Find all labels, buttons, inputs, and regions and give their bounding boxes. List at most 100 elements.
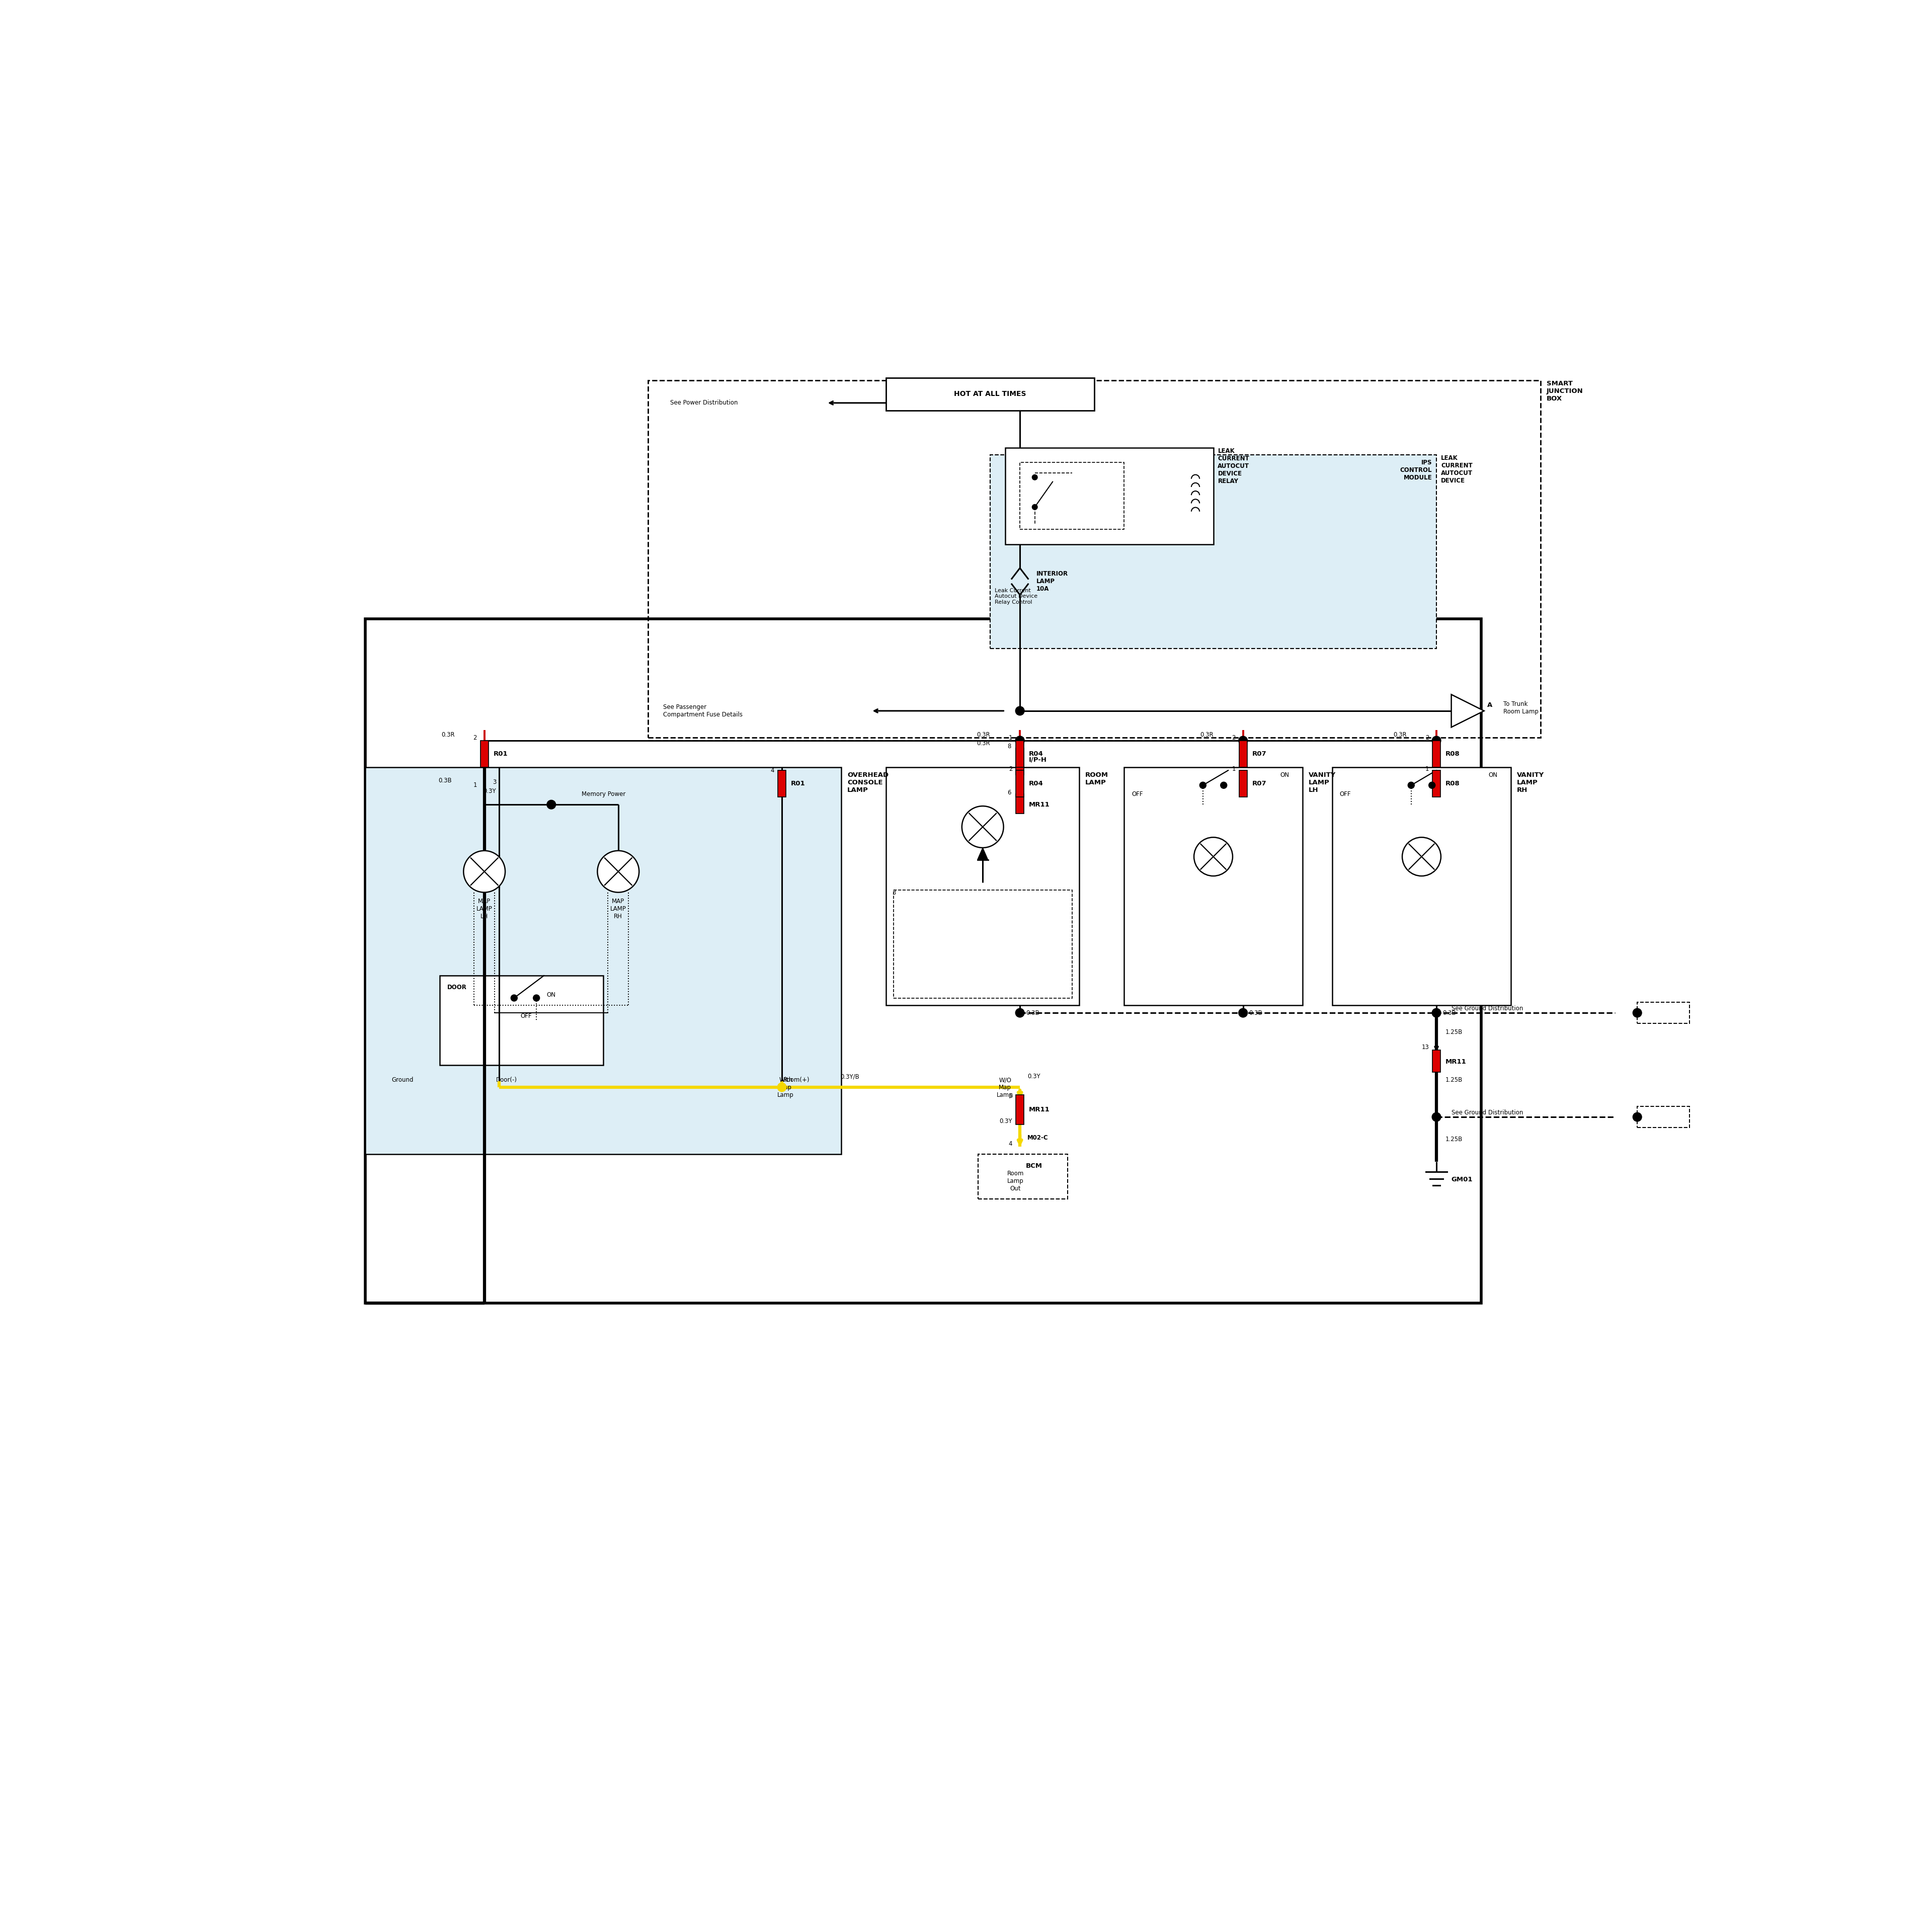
Circle shape (1194, 837, 1233, 875)
Bar (887, 377, 1094, 410)
Text: 8: 8 (1007, 744, 1010, 750)
Circle shape (1032, 504, 1037, 510)
Text: OVERHEAD
CONSOLE
LAMP: OVERHEAD CONSOLE LAMP (848, 773, 889, 794)
Bar (1016, 771, 1024, 798)
Text: 0.3B: 0.3B (1026, 1010, 1039, 1016)
Text: 3: 3 (893, 889, 896, 896)
Circle shape (1428, 782, 1435, 788)
Bar (989, 456, 1435, 649)
Circle shape (1432, 1113, 1441, 1121)
Bar (1016, 794, 1024, 813)
Text: UME: UME (1656, 1113, 1669, 1121)
Text: ON: ON (1281, 771, 1289, 779)
Text: MAP
LAMP
RH: MAP LAMP RH (611, 898, 626, 920)
Text: 0.3R: 0.3R (978, 732, 989, 738)
Text: 0.3R: 0.3R (440, 732, 454, 738)
Text: See Ground Distribution: See Ground Distribution (1451, 1109, 1522, 1117)
Text: 5: 5 (1009, 1094, 1012, 1099)
Text: To Trunk
Room Lamp: To Trunk Room Lamp (1503, 701, 1538, 715)
Circle shape (1238, 736, 1248, 746)
Text: 0.3Y: 0.3Y (1028, 1074, 1039, 1080)
Text: 2: 2 (1426, 734, 1430, 740)
Text: BCM: BCM (1026, 1163, 1043, 1169)
Text: MAP
LAMP
LH: MAP LAMP LH (477, 898, 493, 920)
Bar (481, 740, 489, 767)
Text: R01: R01 (493, 752, 508, 757)
Circle shape (962, 806, 1003, 848)
Circle shape (1016, 398, 1024, 408)
Bar (365, 767, 842, 1153)
Circle shape (1016, 736, 1024, 746)
Circle shape (597, 850, 639, 893)
Text: 0.3B: 0.3B (1248, 1010, 1262, 1016)
Text: OFF: OFF (520, 1012, 531, 1018)
Circle shape (1238, 1009, 1248, 1018)
Circle shape (464, 850, 504, 893)
Circle shape (1032, 475, 1037, 479)
Text: 2: 2 (1009, 765, 1012, 773)
Circle shape (1200, 782, 1206, 788)
Text: 0.3Y: 0.3Y (999, 1119, 1012, 1124)
Text: 1: 1 (1426, 765, 1430, 773)
Text: GM01: GM01 (1451, 1177, 1472, 1182)
Text: VANITY
LAMP
LH: VANITY LAMP LH (1308, 773, 1335, 794)
Text: 3: 3 (493, 779, 497, 786)
Text: LEAK
CURRENT
AUTOCUT
DEVICE
RELAY: LEAK CURRENT AUTOCUT DEVICE RELAY (1217, 448, 1250, 485)
Circle shape (1016, 1009, 1024, 1018)
Text: VANITY
LAMP
RH: VANITY LAMP RH (1517, 773, 1544, 794)
Circle shape (1432, 1009, 1441, 1018)
Bar (1333, 767, 1511, 1005)
Circle shape (1403, 837, 1441, 875)
Circle shape (510, 995, 518, 1001)
Bar (440, 976, 603, 1065)
Text: SMART
JUNCTION
BOX: SMART JUNCTION BOX (1546, 381, 1582, 402)
Text: MR11: MR11 (1445, 1059, 1466, 1065)
Text: 1: 1 (1009, 734, 1012, 740)
Text: 0.3B: 0.3B (439, 777, 452, 784)
Bar (1432, 771, 1441, 798)
Bar (1636, 1003, 1689, 1024)
Text: R07: R07 (1252, 781, 1265, 786)
Text: See Power Distribution: See Power Distribution (670, 400, 738, 406)
Circle shape (1633, 1113, 1642, 1121)
Circle shape (1221, 782, 1227, 788)
Bar (978, 1153, 1068, 1198)
Text: R08: R08 (1445, 781, 1461, 786)
Text: R04: R04 (1030, 752, 1043, 757)
Text: Room
Lamp
Out: Room Lamp Out (1007, 1171, 1024, 1192)
Circle shape (547, 800, 556, 810)
Text: With
Map
Lamp: With Map Lamp (777, 1076, 794, 1099)
Bar (1020, 462, 1124, 529)
Text: INTERIOR
LAMP
10A: INTERIOR LAMP 10A (1036, 570, 1068, 593)
Text: 1.25B: 1.25B (1445, 1030, 1463, 1036)
Text: DOOR: DOOR (446, 983, 468, 991)
Text: 6: 6 (1007, 790, 1010, 796)
Circle shape (1432, 736, 1441, 746)
Bar (1432, 1051, 1441, 1072)
Text: 2: 2 (1233, 734, 1236, 740)
Text: Leak Current
Autocut Device
Relay Control: Leak Current Autocut Device Relay Contro… (995, 587, 1037, 605)
Text: M02-C: M02-C (1028, 1134, 1049, 1142)
Bar (1016, 1095, 1024, 1124)
Text: 0.3B: 0.3B (1443, 1010, 1457, 1016)
Text: OFF: OFF (1132, 790, 1144, 798)
Bar (1636, 1107, 1689, 1128)
Bar (1432, 740, 1441, 767)
Text: R08: R08 (1445, 752, 1461, 757)
Text: Room(+): Room(+) (784, 1076, 810, 1084)
Text: Ground: Ground (392, 1076, 413, 1084)
Bar (887, 767, 1080, 1005)
Text: 0.3Y: 0.3Y (483, 788, 497, 794)
Text: 4: 4 (771, 767, 775, 773)
Bar (1238, 771, 1248, 798)
Circle shape (1016, 736, 1024, 746)
Text: URA: URA (1656, 1010, 1669, 1016)
Text: 4: 4 (1009, 1140, 1012, 1148)
Text: R01: R01 (790, 781, 806, 786)
Text: LEAK
CURRENT
AUTOCUT
DEVICE: LEAK CURRENT AUTOCUT DEVICE (1441, 456, 1472, 485)
Text: 2: 2 (473, 734, 477, 740)
Text: ON: ON (1488, 771, 1497, 779)
Polygon shape (978, 848, 987, 860)
Text: A: A (1488, 701, 1492, 709)
Text: 0.3R: 0.3R (1200, 732, 1213, 738)
